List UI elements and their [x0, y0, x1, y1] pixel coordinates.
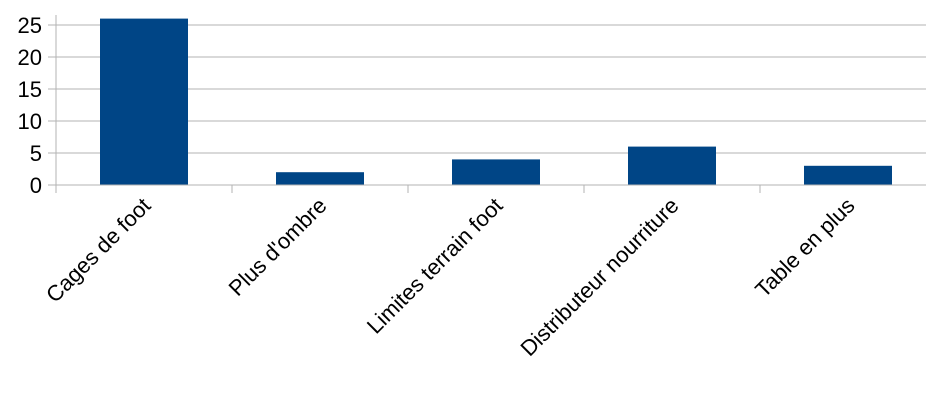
bars: [100, 18, 892, 185]
bar: [100, 18, 188, 185]
bar: [452, 159, 540, 185]
bar: [804, 165, 892, 185]
x-tick-label: Plus d'ombre: [224, 193, 332, 301]
grid-lines: [56, 24, 926, 154]
y-tick-label: 5: [30, 141, 42, 166]
y-tick-label: 20: [18, 45, 42, 70]
x-tick-label: Limites terrain foot: [362, 193, 508, 339]
y-tick-label: 25: [18, 13, 42, 38]
y-tick-label: 0: [30, 173, 42, 198]
y-tick-label: 10: [18, 109, 42, 134]
x-tick-label: Distributeur nourriture: [515, 193, 683, 361]
y-tick-label: 15: [18, 77, 42, 102]
x-tick-label: Table en plus: [750, 193, 859, 302]
bar: [628, 146, 716, 185]
bar: [276, 172, 364, 185]
x-tick-label: Cages de foot: [41, 193, 156, 308]
x-tick-labels: Cages de foot Plus d'ombre Limites terrain…: [41, 193, 860, 361]
y-tick-labels: 0 5 10 15 20 25: [18, 13, 42, 198]
axes: [48, 15, 926, 193]
